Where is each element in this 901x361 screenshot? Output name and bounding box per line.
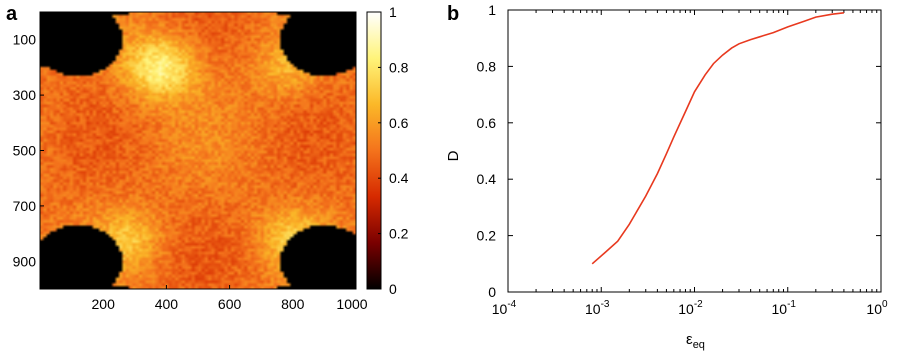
heatmap-plot: [39, 11, 357, 290]
heatmap-x-tick-label: 600: [218, 296, 242, 312]
panel-a-label: a: [6, 3, 18, 25]
colorbar-tick-label: 1: [389, 4, 397, 20]
y-axis-label: D: [445, 150, 462, 161]
line-y-tick-label: 0.4: [477, 171, 497, 187]
panel-b-label: b: [447, 3, 459, 25]
line-x-tick-label: 100: [866, 299, 888, 317]
line-x-tick-label: 10-2: [678, 299, 703, 317]
heatmap-y-tick-label: 700: [13, 198, 37, 214]
x-axis-label-subscript: eq: [693, 339, 705, 351]
line-x-tick-label: 10-4: [492, 299, 517, 317]
series-line: [591, 12, 844, 265]
line-x-axis: 10-4 10-3 10-2 10-1 100: [492, 10, 888, 317]
line-y-tick-label: 1: [488, 2, 496, 18]
line-plot: 10-4 10-3 10-2 10-1 100 0 0.2 0.4 0.6 0.8 1: [477, 2, 888, 317]
heatmap-x-tick-label: 800: [281, 296, 305, 312]
heatmap-y-tick-label: 300: [13, 87, 37, 103]
line-x-tick-exponent: -1: [787, 299, 796, 310]
colorbar: [366, 11, 382, 290]
colorbar-tick-label: 0.6: [389, 115, 409, 131]
line-y-tick-label: 0.2: [477, 228, 497, 244]
line-x-tick-exponent: -3: [601, 299, 610, 310]
line-x-tick-label: 10-1: [772, 299, 797, 317]
colorbar-axis: 0 0.2 0.4 0.6 0.8 1: [378, 4, 409, 297]
colorbar-tick-label: 0.2: [389, 226, 409, 242]
x-axis-label-symbol: ε: [686, 331, 693, 348]
line-y-tick-label: 0: [488, 284, 496, 300]
line-x-tick-exponent: -2: [694, 299, 703, 310]
heatmap-y-tick-label: 500: [13, 143, 37, 159]
line-x-tick-label: 10-3: [585, 299, 610, 317]
colorbar-tick-label: 0.4: [389, 170, 409, 186]
line-y-tick-label: 0.8: [477, 58, 497, 74]
heatmap-y-axis: 100 300 500 700 900: [13, 32, 44, 269]
heatmap-x-tick-label: 1000: [336, 296, 367, 312]
heatmap-image: [40, 12, 356, 289]
heatmap-x-tick-label: 200: [92, 296, 116, 312]
colorbar-tick-label: 0: [389, 281, 397, 297]
heatmap-y-tick-label: 900: [13, 253, 37, 269]
line-plot-frame: [507, 9, 882, 293]
x-axis-label: εeq: [686, 331, 705, 351]
heatmap-x-tick-label: 400: [155, 296, 179, 312]
heatmap-x-axis: 200 400 600 800 1000: [92, 285, 368, 312]
colorbar-tick-label: 0.8: [389, 59, 409, 75]
line-x-tick-exponent: -4: [507, 299, 516, 310]
line-y-axis: 0 0.2 0.4 0.6 0.8 1: [477, 2, 881, 300]
line-x-tick-exponent: 0: [882, 299, 888, 310]
heatmap-y-tick-label: 100: [13, 32, 37, 48]
line-y-tick-label: 0.6: [477, 115, 497, 131]
